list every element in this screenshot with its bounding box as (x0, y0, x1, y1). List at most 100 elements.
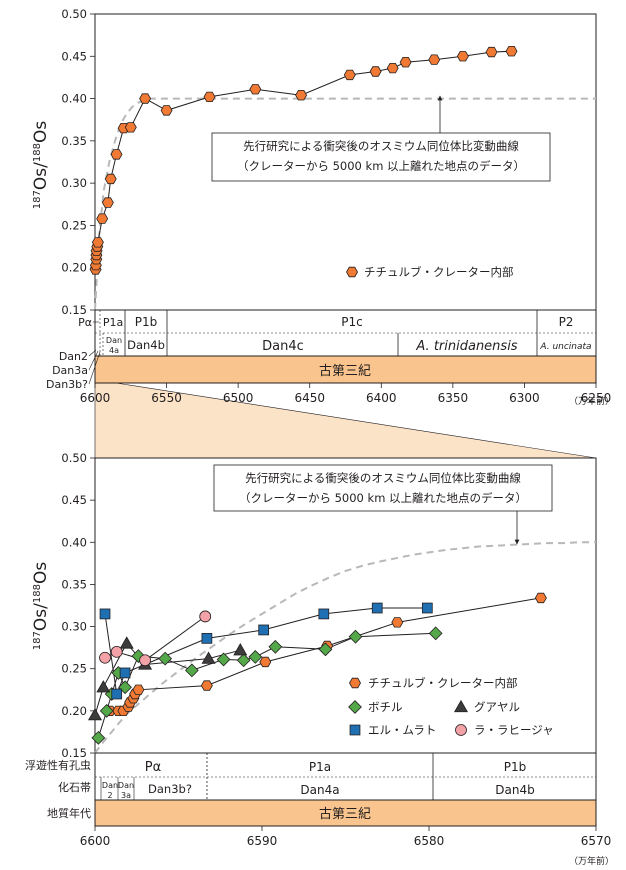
bot-lalajilla-point (139, 654, 152, 667)
bot-bochil-point (348, 629, 363, 644)
bottom-zone-Pa: Pα (145, 760, 161, 775)
top-callout-line-1: 先行研究による衝突後のオスミウム同位体比変動曲線 (243, 139, 519, 153)
top-y-tick-label: 0.35 (61, 134, 87, 148)
bot-bochil-point (158, 651, 173, 666)
bot-bochil-point (248, 650, 263, 664)
top-zone-P2: P2 (559, 315, 574, 329)
bottom-legend-chicxulub: チチュルブ・クレーター内部 (368, 676, 518, 690)
bottom-subzone-Dan3a-line2: 3a (121, 791, 131, 800)
bottom-legend-circle-marker (455, 724, 467, 736)
top-chicxulub-point (91, 237, 104, 248)
top-chicxulub-point (295, 90, 308, 101)
bot-elmulato-point (421, 602, 433, 614)
bottom-legend-elmulato: エル・ムラト (368, 723, 436, 737)
bot-y-tick-label: 0.25 (61, 662, 87, 676)
top-chicxulub-point (104, 173, 117, 185)
bot-elmulato-point (318, 608, 330, 620)
top-legend: チチュルブ・クレーター内部 (346, 265, 514, 279)
top-y-tick-label: 0.30 (61, 176, 87, 190)
top-era-bar (94, 355, 597, 384)
bottom-callout-line-1: 先行研究による衝突後のオスミウム同位体比変動曲線 (245, 471, 521, 485)
bottom-chart: 0.15 0.20 0.25 0.30 0.35 0.40 0.45 0.50 187Os/1… (25, 451, 614, 867)
bot-elmulato-point (371, 602, 383, 614)
top-x-tick-label: 6250 (581, 391, 612, 405)
bot-bochil-point (216, 652, 231, 667)
bottom-subzone-Dan2-line1: Dan (102, 781, 118, 790)
top-left-label-Dan2: Dan2 (59, 350, 88, 363)
bottom-legend-guayal: グアヤル (474, 700, 520, 714)
bot-y-tick-label: 0.40 (61, 535, 87, 549)
top-era-label: 古第三紀 (319, 364, 371, 379)
bottom-legend-square-marker (349, 724, 361, 736)
bot-lalajilla-line (104, 616, 206, 661)
bot-bochil-point (236, 653, 251, 668)
bot-guayal-point (201, 651, 216, 664)
bot-y-tick-label: 0.45 (61, 493, 87, 507)
bottom-era-bar (94, 799, 597, 827)
top-y-tick-label: 0.25 (61, 218, 87, 232)
top-y-tick-label: 0.40 (61, 92, 87, 106)
bot-guayal-point (119, 636, 134, 649)
bottom-legend-bochil: ボチル (368, 700, 403, 714)
top-subzone-Dan4a-line2: 4a (109, 346, 119, 355)
top-x-tick-label: 6400 (366, 391, 397, 405)
bot-guayal-point (87, 707, 103, 721)
top-chronostrat: Pα P1a P1b P1c P2 Dan 4a Dan4b Dan4c A. … (46, 309, 597, 391)
top-subzone-Dan4b: Dan4b (127, 338, 165, 352)
bot-y-tick-label: 0.30 (61, 620, 87, 634)
bot-elmulato-point (111, 688, 123, 700)
bot-lalajilla-point (199, 610, 212, 623)
bottom-zone-P1b: P1b (504, 760, 527, 774)
top-left-label-Dan3a: Dan3a (52, 364, 88, 377)
bot-bochil-point (318, 642, 333, 657)
bot-elmulato-point (201, 633, 213, 644)
bot-elmulato-point (119, 667, 131, 679)
top-chart: 0.15 0.20 0.25 0.30 0.35 0.40 0.45 0.50 187Os/1… (31, 7, 614, 407)
top-callout-box (211, 132, 551, 182)
top-x-unit: （万年前） (569, 395, 614, 407)
bottom-legend-hexagon-marker (349, 677, 361, 689)
bottom-callout-box (213, 464, 553, 512)
top-subzone-Dan4a-line1: Dan (106, 336, 122, 345)
top-y-tick-label: 0.15 (61, 303, 87, 317)
bottom-zone-P1a: P1a (309, 760, 331, 774)
top-x-tick-label: 6600 (80, 391, 111, 405)
bottom-legend-triangle-marker (453, 699, 469, 713)
top-x-tick-label: 6500 (223, 391, 254, 405)
top-chicxulub-point (456, 51, 469, 62)
bot-x-tick-label: 6590 (247, 834, 278, 848)
top-chicxulub-point (428, 54, 441, 65)
top-zone-P1a: P1a (103, 316, 123, 329)
top-legend-label: チチュルブ・クレーター内部 (364, 265, 514, 279)
top-chicxulub-point (110, 149, 123, 160)
top-chicxulub-point (505, 46, 518, 57)
bot-bochil-point (118, 680, 132, 695)
bottom-x-unit: （万年前） (569, 855, 614, 867)
bottom-era-label: 古第三紀 (319, 807, 371, 822)
bot-y-tick-label: 0.50 (61, 451, 87, 465)
bot-bochil-point (428, 626, 443, 641)
top-zone-P1c: P1c (341, 315, 362, 329)
bottom-callout-line-2: （クレーターから 5000 km 以上離れた地点のデータ） (239, 491, 527, 505)
bottom-left-label-zone: 化石帯 (58, 780, 91, 794)
top-y-tick-label: 0.50 (61, 7, 87, 21)
bottom-reference-curve (94, 541, 596, 754)
bottom-legend-diamond-marker (348, 700, 362, 714)
top-x-tick-label: 6450 (294, 391, 325, 405)
bot-bochil-point (99, 703, 114, 718)
top-chicxulub-point (399, 57, 412, 68)
bot-lalajilla-point (110, 645, 123, 658)
bot-lalajilla-point (99, 651, 111, 664)
top-chicxulub-point (101, 197, 114, 208)
top-y-tick-label: 0.45 (61, 49, 87, 63)
top-chicxulub-point (203, 91, 216, 102)
top-y-tick-label: 0.20 (61, 261, 87, 275)
top-chicxulub-point (249, 84, 262, 95)
top-chicxulub-point (124, 122, 137, 133)
bot-chicxulub-point (132, 684, 145, 695)
bot-bochil-point (268, 639, 283, 654)
bot-bochil-point (184, 663, 199, 678)
bot-elmulato-point (258, 624, 270, 636)
top-reference-curve (94, 97, 596, 311)
